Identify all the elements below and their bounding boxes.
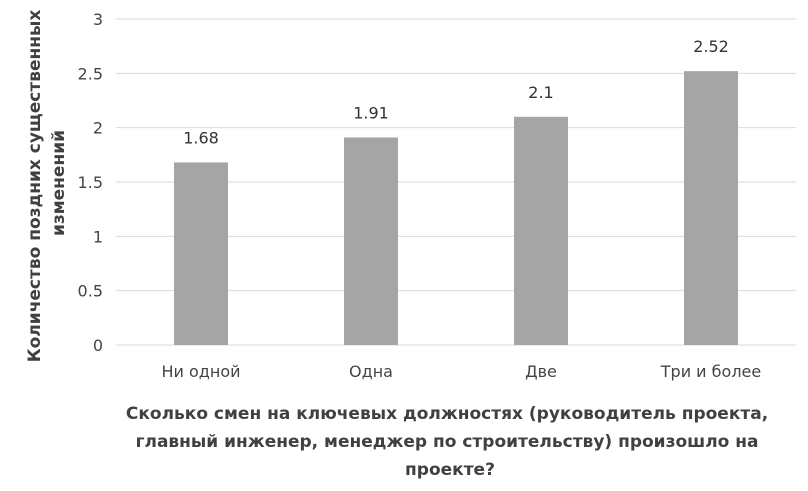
bars bbox=[174, 71, 738, 345]
y-tick-label: 2 bbox=[93, 119, 103, 138]
data-label: 1.68 bbox=[183, 128, 219, 147]
y-tick-label: 2.5 bbox=[78, 64, 103, 83]
x-axis-tick-labels: Ни одной Одна Две Три и более bbox=[161, 362, 761, 381]
x-axis-title-line-3: проекте? bbox=[405, 460, 495, 480]
data-label: 2.1 bbox=[528, 83, 553, 102]
x-axis-title: Сколько смен на ключевых должностях (рук… bbox=[126, 404, 774, 480]
x-tick-label: Ни одной bbox=[161, 362, 240, 381]
data-label: 2.52 bbox=[693, 37, 729, 56]
y-axis-title-line-2: изменений bbox=[49, 130, 69, 236]
y-tick-label: 1 bbox=[93, 227, 103, 246]
y-tick-label: 1.5 bbox=[78, 173, 103, 192]
x-tick-label: Три и более bbox=[660, 362, 761, 381]
y-tick-label: 0 bbox=[93, 336, 103, 355]
y-axis-title: Количество поздних существенных изменени… bbox=[25, 4, 69, 362]
y-tick-label: 0.5 bbox=[78, 282, 103, 301]
x-tick-label: Две bbox=[525, 362, 557, 381]
gridlines bbox=[116, 18, 796, 346]
bar bbox=[344, 137, 398, 345]
y-axis-tick-labels: 0 0.5 1 1.5 2 2.5 3 bbox=[78, 10, 103, 355]
bar bbox=[684, 71, 738, 345]
x-tick-label: Одна bbox=[349, 362, 393, 381]
x-axis-title-line-2: главный инженер, менеджер по строительст… bbox=[136, 432, 759, 452]
data-labels: 1.68 1.91 2.1 2.52 bbox=[183, 37, 729, 147]
y-axis-title-line-1: Количество поздних существенных bbox=[25, 10, 45, 363]
bar bbox=[174, 162, 228, 345]
bar bbox=[514, 116, 568, 345]
data-label: 1.91 bbox=[353, 103, 389, 122]
y-tick-label: 3 bbox=[93, 10, 103, 29]
x-axis-title-line-1: Сколько смен на ключевых должностях (рук… bbox=[126, 404, 768, 424]
